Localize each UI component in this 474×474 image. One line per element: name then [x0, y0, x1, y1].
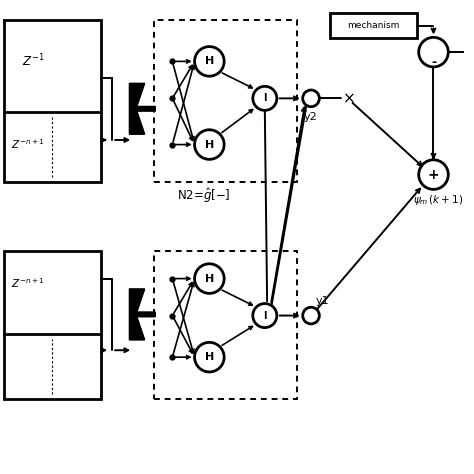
Circle shape	[253, 86, 277, 110]
Text: $\times$: $\times$	[342, 91, 355, 106]
Text: H: H	[205, 139, 214, 150]
Text: $Z^{-n+1}$: $Z^{-n+1}$	[10, 137, 45, 152]
Text: $Z^{-1}$: $Z^{-1}$	[22, 53, 45, 70]
Circle shape	[253, 303, 277, 328]
Bar	[154, 251, 297, 399]
Polygon shape	[129, 289, 155, 340]
Circle shape	[194, 130, 224, 159]
Circle shape	[303, 90, 319, 107]
Text: $Z^{-n+1}$: $Z^{-n+1}$	[10, 276, 45, 290]
Text: H: H	[205, 273, 214, 283]
Circle shape	[303, 307, 319, 324]
Text: +: +	[428, 168, 439, 182]
Bar	[154, 20, 297, 182]
Text: H: H	[205, 352, 214, 362]
Text: y2: y2	[304, 112, 318, 122]
Text: -: -	[431, 56, 436, 69]
Polygon shape	[129, 83, 155, 134]
Text: y1: y1	[316, 296, 329, 306]
Text: N2=$\hat{g}[-]$: N2=$\hat{g}[-]$	[177, 186, 231, 205]
Circle shape	[419, 160, 448, 190]
Bar	[4, 251, 101, 399]
Text: I: I	[263, 310, 266, 320]
Circle shape	[419, 37, 448, 67]
Bar	[4, 20, 101, 182]
Text: $\psi_m\,(k+1)$: $\psi_m\,(k+1)$	[413, 193, 463, 207]
Text: mechanism: mechanism	[347, 21, 400, 30]
Circle shape	[194, 46, 224, 76]
Circle shape	[194, 264, 224, 293]
Circle shape	[194, 342, 224, 372]
Bar	[329, 13, 417, 38]
Text: I: I	[263, 93, 266, 103]
Text: H: H	[205, 56, 214, 66]
